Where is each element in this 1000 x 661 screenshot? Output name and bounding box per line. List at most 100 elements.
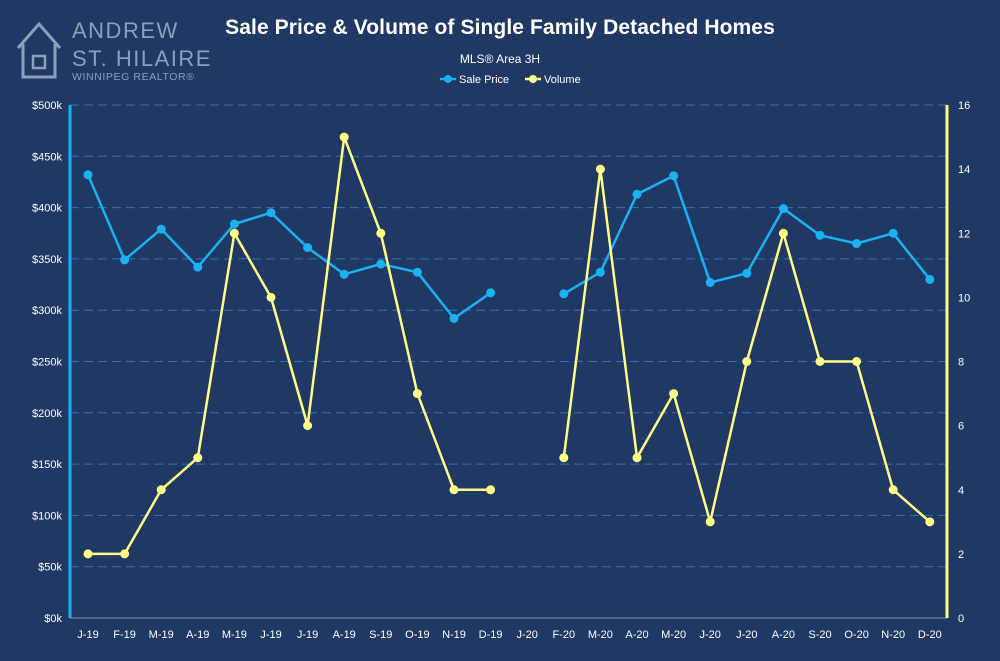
data-point-volume: [669, 389, 679, 399]
data-point-sale-price: [815, 230, 825, 240]
x-tick-label: J-19: [260, 629, 281, 641]
y-left-tick-label: $50k: [38, 562, 62, 574]
data-point-sale-price: [376, 259, 386, 269]
y-right-tick-label: 12: [958, 228, 970, 240]
data-point-volume: [229, 228, 239, 238]
data-point-sale-price: [486, 288, 496, 298]
chart-series: [83, 132, 935, 559]
data-point-volume: [888, 485, 898, 495]
data-point-volume: [705, 517, 715, 527]
x-tick-label: O-19: [405, 629, 429, 641]
x-tick-label: A-19: [186, 629, 209, 641]
y-left-tick-label: $500k: [32, 100, 62, 112]
legend-swatch-marker: [444, 75, 452, 83]
data-point-sale-price: [83, 170, 93, 180]
y-right-tick-label: 16: [958, 100, 970, 112]
legend-swatch-marker: [529, 75, 537, 83]
data-point-sale-price: [303, 243, 313, 253]
chart-legend: Sale Price Volume: [440, 74, 581, 86]
x-tick-label: J-20: [736, 629, 757, 641]
data-point-sale-price: [193, 262, 203, 272]
x-tick-label: J-20: [699, 629, 720, 641]
data-point-sale-price: [120, 255, 130, 265]
x-tick-label: A-20: [772, 629, 795, 641]
series-line-volume: [562, 167, 931, 524]
data-point-sale-price: [925, 274, 935, 284]
data-point-volume: [266, 292, 276, 302]
y-left-tick-label: $200k: [32, 408, 62, 420]
data-point-volume: [742, 357, 752, 366]
x-tick-label: D-19: [479, 629, 503, 641]
y-left-tick-label: $0k: [44, 613, 62, 625]
y-right-tick-label: 4: [958, 485, 964, 497]
data-point-volume: [449, 485, 459, 495]
chart-subtitle: MLS® Area 3H: [459, 52, 541, 66]
brand-name-line2: ST. HILAIRE: [72, 46, 212, 71]
x-tick-label: M-19: [149, 629, 174, 641]
x-tick-label: A-20: [625, 629, 648, 641]
x-tick-label: J-20: [516, 629, 537, 641]
y-right-tick-label: 0: [958, 613, 964, 625]
y-right-tick-label: 10: [958, 292, 970, 304]
data-point-sale-price: [778, 204, 788, 214]
y-left-tick-label: $350k: [32, 254, 62, 266]
chart-gridlines: [70, 104, 947, 568]
data-point-volume: [925, 517, 935, 527]
data-point-volume: [486, 485, 496, 495]
house-logo-icon: [16, 21, 62, 79]
data-point-sale-price: [852, 239, 862, 249]
x-tick-label: S-19: [369, 629, 392, 641]
data-point-volume: [632, 453, 642, 463]
brand-tagline: WINNIPEG REALTOR®: [72, 71, 195, 82]
y-right-tick-label: 8: [958, 357, 964, 369]
x-tick-label: J-19: [77, 629, 98, 641]
y-right-tick-label: 14: [958, 164, 970, 176]
data-point-volume: [376, 228, 386, 238]
x-tick-label: S-20: [808, 629, 831, 641]
y-right-tick-label: 6: [958, 421, 964, 433]
data-point-volume: [815, 357, 825, 366]
y-left-tick-label: $100k: [32, 510, 62, 522]
data-point-volume: [83, 549, 93, 559]
data-point-sale-price: [559, 289, 569, 299]
data-point-sale-price: [412, 267, 422, 277]
data-point-sale-price: [449, 313, 459, 323]
data-point-sale-price: [156, 224, 166, 234]
data-point-volume: [303, 421, 313, 431]
y-left-tick-label: $400k: [32, 203, 62, 215]
data-point-volume: [559, 453, 569, 463]
y-left-tick-label: $450k: [32, 151, 62, 163]
chart-title: Sale Price & Volume of Single Family Det…: [225, 16, 775, 39]
chart-axes: $0k $50k $100k $150k $200k $250k $300k $350k $40…: [32, 100, 970, 641]
data-point-sale-price: [339, 269, 349, 279]
x-tick-label: D-20: [918, 629, 942, 641]
data-point-volume: [412, 389, 422, 399]
x-tick-label: N-19: [442, 629, 466, 641]
legend-label: Volume: [544, 74, 581, 86]
x-tick-label: A-19: [333, 629, 356, 641]
x-tick-label: N-20: [881, 629, 905, 641]
data-point-volume: [193, 453, 203, 463]
legend-label: Sale Price: [459, 74, 509, 86]
data-point-volume: [156, 485, 166, 495]
data-point-volume: [778, 228, 788, 238]
x-tick-label: F-20: [552, 629, 575, 641]
data-point-sale-price: [705, 277, 715, 287]
data-point-volume: [339, 132, 349, 142]
y-right-tick-label: 2: [958, 549, 964, 561]
brand-name-line1: ANDREW: [72, 18, 179, 43]
x-tick-label: M-19: [222, 629, 247, 641]
data-point-volume: [595, 164, 605, 174]
data-point-sale-price: [595, 267, 605, 277]
x-tick-label: O-20: [844, 629, 868, 641]
series-line-sale-price: [86, 174, 492, 320]
data-point-volume: [120, 549, 130, 559]
x-tick-label: F-19: [113, 629, 136, 641]
data-point-volume: [852, 357, 862, 366]
data-point-sale-price: [888, 228, 898, 238]
data-point-sale-price: [229, 219, 239, 229]
x-tick-label: M-20: [661, 629, 686, 641]
data-point-sale-price: [669, 171, 679, 181]
y-left-tick-label: $250k: [32, 357, 62, 369]
